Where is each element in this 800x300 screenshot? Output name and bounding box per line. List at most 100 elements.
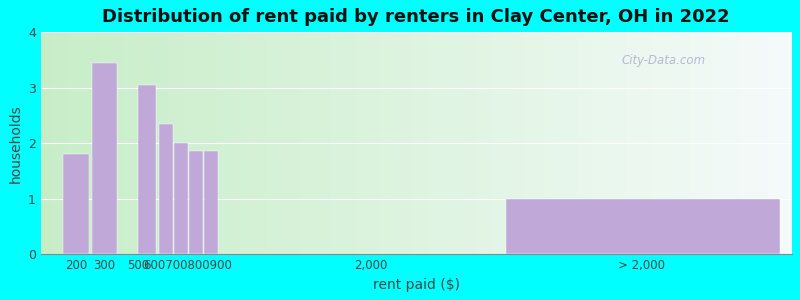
Bar <box>398 32 401 254</box>
Bar <box>536 32 540 254</box>
Bar <box>221 32 225 254</box>
Bar <box>574 32 578 254</box>
Bar <box>502 32 506 254</box>
Bar <box>159 124 173 254</box>
Bar <box>777 32 781 254</box>
Bar <box>146 32 150 254</box>
Bar <box>247 32 251 254</box>
Bar <box>194 32 198 254</box>
Bar <box>154 32 157 254</box>
Bar <box>262 32 266 254</box>
Bar <box>92 63 118 254</box>
Bar <box>540 32 544 254</box>
Bar <box>679 32 682 254</box>
Bar <box>522 32 525 254</box>
Bar <box>551 32 555 254</box>
Bar <box>48 32 52 254</box>
Bar <box>240 32 243 254</box>
Bar <box>183 32 187 254</box>
Bar <box>660 32 664 254</box>
Bar <box>270 32 274 254</box>
Bar <box>345 32 349 254</box>
Bar <box>514 32 518 254</box>
Bar <box>198 32 202 254</box>
Bar <box>123 32 127 254</box>
Text: City-Data.com: City-Data.com <box>622 54 706 68</box>
Bar <box>484 32 487 254</box>
Bar <box>63 154 89 254</box>
Bar <box>728 32 731 254</box>
Bar <box>236 32 240 254</box>
Bar <box>589 32 593 254</box>
Bar <box>138 85 156 254</box>
Bar <box>45 32 48 254</box>
Bar <box>480 32 484 254</box>
Bar <box>634 32 638 254</box>
Bar <box>762 32 766 254</box>
Bar <box>686 32 690 254</box>
Bar <box>653 32 657 254</box>
Bar <box>431 32 435 254</box>
Bar <box>289 32 292 254</box>
Bar <box>608 32 611 254</box>
Bar <box>518 32 522 254</box>
Bar <box>56 32 59 254</box>
Bar <box>243 32 247 254</box>
Bar <box>638 32 642 254</box>
Bar <box>698 32 702 254</box>
Bar <box>758 32 762 254</box>
Bar <box>495 32 499 254</box>
Bar <box>510 32 514 254</box>
Bar <box>702 32 706 254</box>
Bar <box>94 32 97 254</box>
Bar <box>191 32 194 254</box>
Bar <box>597 32 600 254</box>
Bar <box>274 32 278 254</box>
Bar <box>413 32 416 254</box>
Bar <box>781 32 784 254</box>
Bar <box>750 32 754 254</box>
Bar <box>210 32 214 254</box>
Bar <box>206 32 210 254</box>
Bar <box>487 32 491 254</box>
Bar <box>442 32 446 254</box>
Bar <box>292 32 296 254</box>
Bar <box>578 32 582 254</box>
Bar <box>112 32 116 254</box>
Bar <box>706 32 709 254</box>
Y-axis label: households: households <box>8 104 22 182</box>
Bar <box>717 32 720 254</box>
Bar <box>303 32 307 254</box>
X-axis label: rent paid ($): rent paid ($) <box>373 278 460 292</box>
Bar <box>642 32 646 254</box>
Bar <box>364 32 367 254</box>
Bar <box>671 32 675 254</box>
Bar <box>476 32 480 254</box>
Bar <box>300 32 303 254</box>
Bar <box>694 32 698 254</box>
Title: Distribution of rent paid by renters in Clay Center, OH in 2022: Distribution of rent paid by renters in … <box>102 8 730 26</box>
Bar <box>506 32 510 254</box>
Bar <box>214 32 218 254</box>
Bar <box>668 32 671 254</box>
Bar <box>150 32 154 254</box>
Bar <box>649 32 653 254</box>
Bar <box>311 32 315 254</box>
Bar <box>525 32 529 254</box>
Bar <box>134 32 138 254</box>
Bar <box>131 32 134 254</box>
Bar <box>773 32 777 254</box>
Bar <box>127 32 131 254</box>
Bar <box>709 32 713 254</box>
Bar <box>593 32 597 254</box>
Bar <box>450 32 454 254</box>
Bar <box>360 32 364 254</box>
Bar <box>258 32 262 254</box>
Bar <box>307 32 311 254</box>
Bar <box>562 32 566 254</box>
Bar <box>626 32 630 254</box>
Bar <box>784 32 788 254</box>
Bar <box>473 32 476 254</box>
Bar <box>386 32 390 254</box>
Bar <box>533 32 536 254</box>
